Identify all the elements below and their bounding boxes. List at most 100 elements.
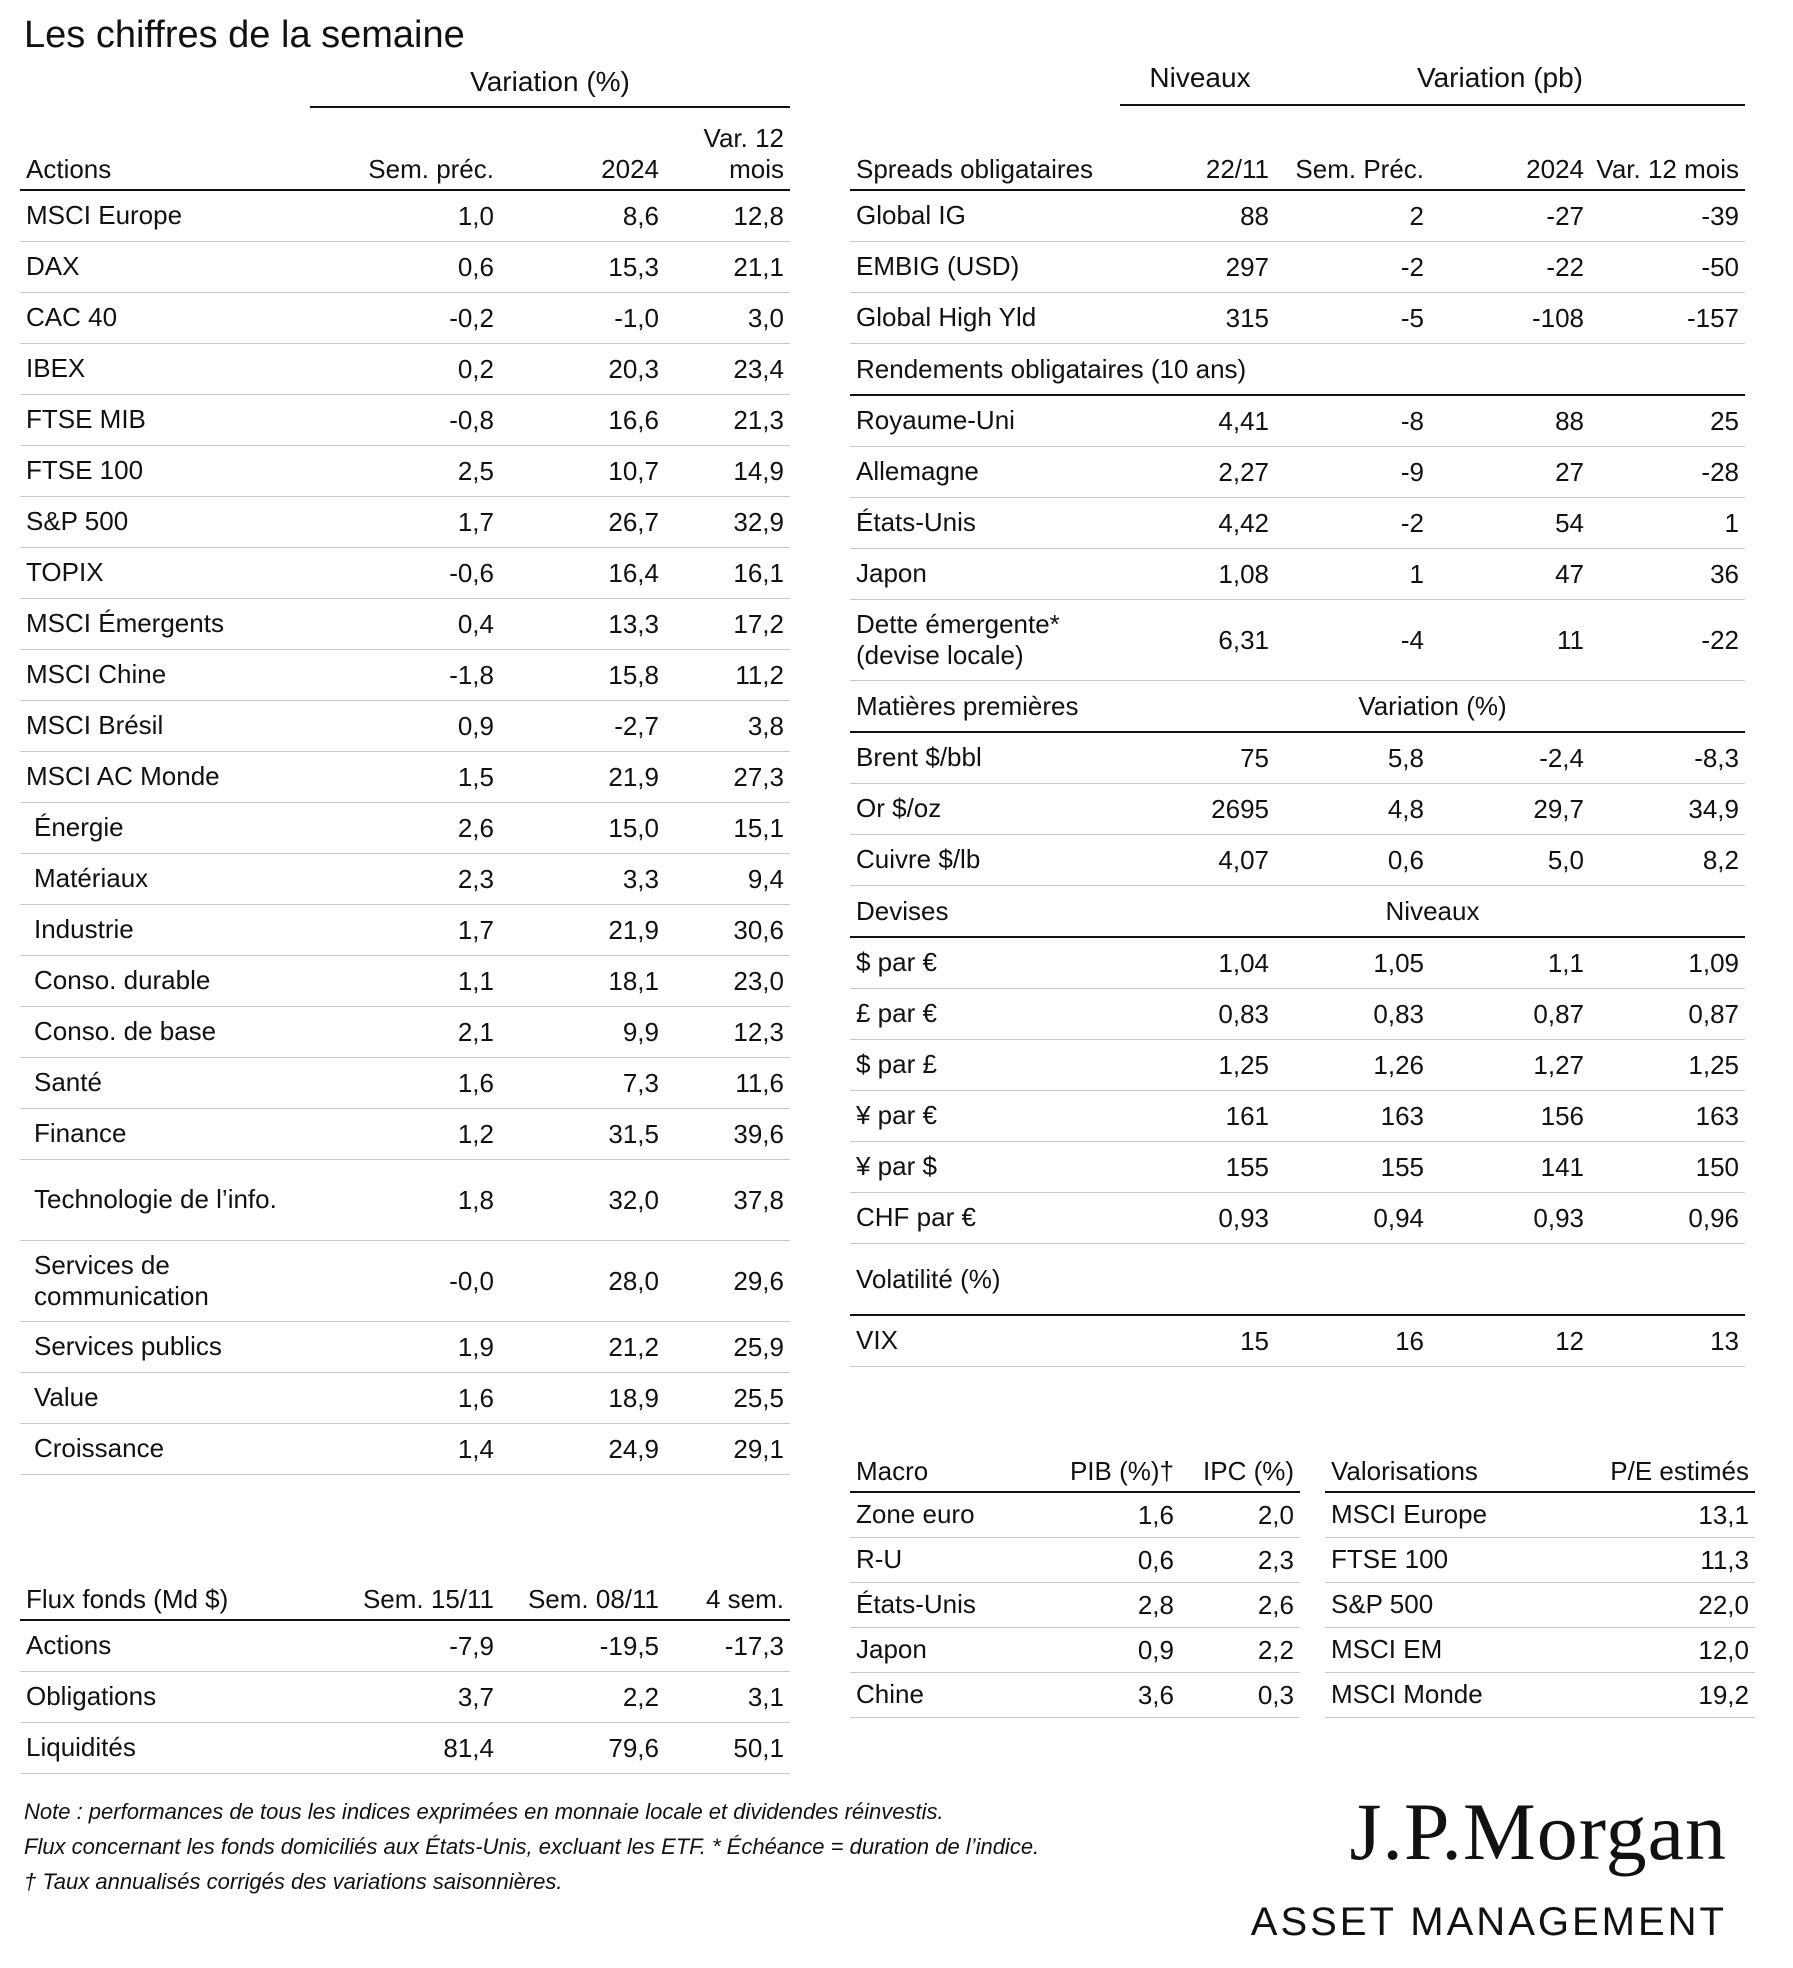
- row-value: 15: [1150, 1315, 1275, 1367]
- table-row: MSCI EM 12,0: [1325, 1627, 1755, 1673]
- row-value: 81,4: [320, 1722, 500, 1774]
- row-value: -0,6: [320, 547, 500, 599]
- table-row: Japon 0,9 2,2: [850, 1627, 1300, 1673]
- row-value: 21,2: [500, 1321, 665, 1373]
- row-value: 2,27: [1150, 446, 1275, 498]
- col-header-2024-right: 2024: [1430, 108, 1590, 191]
- row-value: 29,6: [665, 1240, 790, 1322]
- row-value: 9,4: [665, 853, 790, 905]
- row-value: -39: [1590, 190, 1745, 242]
- row-value: -0,2: [320, 292, 500, 344]
- variation-pb-group-header: Variation (pb): [1416, 62, 1583, 93]
- col-header-sem-15-11: Sem. 15/11: [320, 1535, 500, 1621]
- row-value: 3,0: [665, 292, 790, 344]
- row-value: -108: [1430, 292, 1590, 344]
- row-value: 1,5: [320, 751, 500, 803]
- row-label: IBEX: [20, 343, 320, 395]
- niveaux-group-header: Niveaux: [1149, 62, 1251, 93]
- row-value: 15,1: [665, 802, 790, 854]
- table-row: Cuivre $/lb 4,07 0,6 5,0 8,2: [850, 834, 1745, 886]
- row-value: 1,6: [320, 1057, 500, 1109]
- table-row: Services de communication -0,0 28,0 29,6: [20, 1240, 790, 1322]
- row-value: 10,7: [500, 445, 665, 497]
- table-row: Conso. durable 1,1 18,1 23,0: [20, 955, 790, 1007]
- row-value: 5,8: [1275, 732, 1430, 784]
- row-value: 297: [1150, 241, 1275, 293]
- row-value: 1,25: [1150, 1039, 1275, 1091]
- row-value: 15,0: [500, 802, 665, 854]
- row-value: 15,3: [500, 241, 665, 293]
- row-label: MSCI Brésil: [20, 700, 320, 752]
- row-value: 75: [1150, 732, 1275, 784]
- row-value: 315: [1150, 292, 1275, 344]
- section-title-rendements: Rendements obligataires (10 ans): [850, 343, 1745, 396]
- row-value: 12,3: [665, 1006, 790, 1058]
- table-row: MSCI Émergents 0,4 13,3 17,2: [20, 598, 790, 650]
- table-row: Royaume-Uni 4,41 -8 88 25: [850, 395, 1745, 447]
- row-value: 12: [1430, 1315, 1590, 1367]
- row-value: -5: [1275, 292, 1430, 344]
- row-label: ¥ par $: [850, 1141, 1150, 1193]
- row-label: Services publics: [20, 1321, 320, 1373]
- table-row: ¥ par €161 163 156 163: [850, 1090, 1745, 1142]
- row-value: -22: [1590, 599, 1745, 681]
- row-label: Énergie: [20, 802, 320, 854]
- table-row: Actions -7,9 -19,5 -17,3: [20, 1620, 790, 1672]
- row-label: Technologie de l’info.: [20, 1159, 320, 1241]
- row-value: 8,2: [1590, 834, 1745, 886]
- row-value: 23,4: [665, 343, 790, 395]
- row-value: 0,96: [1590, 1192, 1745, 1244]
- row-value: -17,3: [665, 1620, 790, 1672]
- row-value: 1,04: [1150, 937, 1275, 989]
- row-label: MSCI Europe: [1325, 1492, 1565, 1538]
- table-row: Chine 3,6 0,3: [850, 1672, 1300, 1718]
- row-value: -0,0: [320, 1240, 500, 1322]
- row-value: 5,0: [1430, 834, 1590, 886]
- row-value: 163: [1275, 1090, 1430, 1142]
- row-value: 0,83: [1275, 988, 1430, 1040]
- fund-flows-table: Flux fonds (Md $) Sem. 15/11 Sem. 08/11 …: [20, 1535, 790, 1774]
- row-value: 13: [1590, 1315, 1745, 1367]
- row-value: 13,1: [1565, 1492, 1755, 1538]
- row-value: 36: [1590, 548, 1745, 600]
- section-header-row: Matières premières Variation (%): [850, 680, 1745, 733]
- row-value: 2,0: [1180, 1492, 1300, 1538]
- row-label: Value: [20, 1372, 320, 1424]
- col-header-var-12-mois: Var. 12 mois: [665, 110, 790, 191]
- row-label: Brent $/bbl: [850, 732, 1150, 784]
- row-value: 3,3: [500, 853, 665, 905]
- row-value: 161: [1150, 1090, 1275, 1142]
- footnotes: Note : performances de tous les indices …: [24, 1794, 1039, 1900]
- row-value: 88: [1430, 395, 1590, 447]
- row-label: FTSE 100: [1325, 1537, 1565, 1583]
- actions-table: Actions Sem. préc. 2024 Var. 12 mois MSC…: [20, 110, 790, 1475]
- section-group-variation: Variation (%): [1275, 680, 1590, 733]
- row-value: 27,3: [665, 751, 790, 803]
- row-value: -1,0: [500, 292, 665, 344]
- row-value: -2,4: [1430, 732, 1590, 784]
- macro-col-header: Macro: [850, 1436, 1050, 1493]
- row-value: 9,9: [500, 1006, 665, 1058]
- row-label: Actions: [20, 1620, 320, 1672]
- row-value: 16,4: [500, 547, 665, 599]
- row-value: 25: [1590, 395, 1745, 447]
- row-label: Matériaux: [20, 853, 320, 905]
- row-value: 1,27: [1430, 1039, 1590, 1091]
- row-value: -9: [1275, 446, 1430, 498]
- col-header-pe: P/E estimés: [1565, 1436, 1755, 1493]
- table-row: Or $/oz 2695 4,8 29,7 34,9: [850, 783, 1745, 835]
- row-value: 26,7: [500, 496, 665, 548]
- table-row: Services publics 1,9 21,2 25,9: [20, 1321, 790, 1373]
- row-label: R-U: [850, 1537, 1050, 1583]
- row-value: 1,9: [320, 1321, 500, 1373]
- table-row: FTSE 100 11,3: [1325, 1537, 1755, 1583]
- row-value: 27: [1430, 446, 1590, 498]
- asset-management-logo: ASSET MANAGEMENT: [1250, 1900, 1727, 1944]
- table-row: Santé 1,6 7,3 11,6: [20, 1057, 790, 1109]
- section-header-row: Devises Niveaux: [850, 885, 1745, 938]
- row-value: -2: [1275, 241, 1430, 293]
- row-value: 150: [1590, 1141, 1745, 1193]
- row-value: 20,3: [500, 343, 665, 395]
- row-value: 1,6: [1050, 1492, 1180, 1538]
- col-header-ipc: IPC (%): [1180, 1436, 1300, 1493]
